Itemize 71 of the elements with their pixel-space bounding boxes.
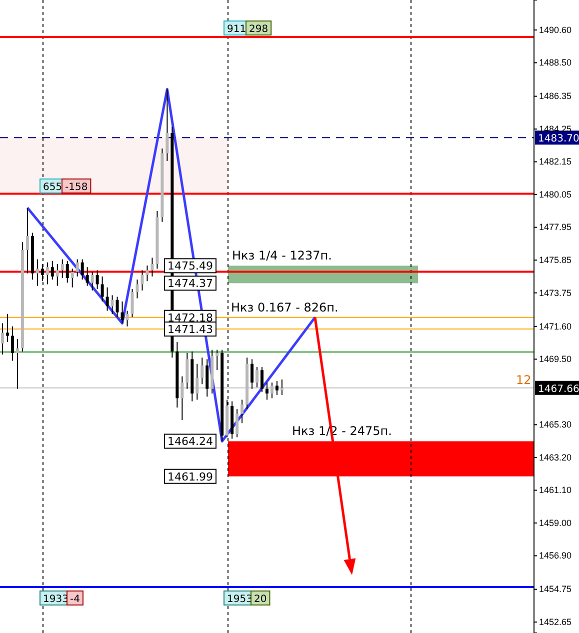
y-tick-label: 1486.35 xyxy=(539,91,572,102)
candlestick xyxy=(50,260,54,280)
annotation: 1474.37 xyxy=(168,277,213,290)
candlestick xyxy=(46,262,49,285)
y-tick-label: 1456.90 xyxy=(539,550,572,561)
ref-line-label: 1483.70 xyxy=(538,134,579,145)
candlestick xyxy=(166,88,169,162)
annotation: 655 xyxy=(43,182,62,193)
candlestick xyxy=(10,326,14,362)
annotation: -158 xyxy=(65,182,88,193)
ref-line-label: 1467.66 xyxy=(538,384,579,395)
candlestick xyxy=(266,382,268,400)
y-tick-label: 1471.60 xyxy=(539,321,572,332)
candlestick xyxy=(36,258,39,286)
candlestick xyxy=(136,279,139,299)
candlestick xyxy=(240,399,244,424)
annotation: Нкз 0.167 - 826п. xyxy=(231,300,338,314)
candlestick xyxy=(140,270,144,292)
annotation: 12 xyxy=(516,372,532,387)
candlestick xyxy=(56,263,59,286)
candlestick xyxy=(250,358,254,390)
annotation: -4 xyxy=(70,594,80,605)
band-label: Нкз 1/4 - 1237п. xyxy=(232,248,332,263)
candlestick xyxy=(275,380,278,396)
candlestick xyxy=(76,258,79,277)
candlestick xyxy=(26,207,29,274)
candlestick xyxy=(106,286,109,312)
annotation: 20 xyxy=(254,594,267,605)
y-tick-label: 1469.50 xyxy=(539,354,572,364)
y-tick-label: 1465.30 xyxy=(539,420,572,430)
candlestick xyxy=(86,266,89,286)
y-tick-label: 1475.85 xyxy=(539,254,572,265)
candlestick xyxy=(150,257,154,277)
candlestick xyxy=(6,313,9,343)
y-tick-label: 1463.20 xyxy=(539,452,572,462)
candlestick xyxy=(66,260,69,284)
y-tick-label: 1459.00 xyxy=(539,518,572,528)
candlestick xyxy=(120,300,124,324)
y-tick-label: 1480.05 xyxy=(539,189,572,200)
candlestick xyxy=(1,322,4,355)
y-tick-label: 1452.65 xyxy=(539,616,572,627)
candlestick xyxy=(40,263,44,282)
annotation: 1475.49 xyxy=(168,260,213,273)
candlestick xyxy=(60,258,64,279)
annotation: 1471.43 xyxy=(168,323,213,336)
candlestick xyxy=(260,366,264,392)
candlestick xyxy=(236,408,239,438)
candlestick xyxy=(100,276,104,302)
annotation: 911 xyxy=(227,24,246,35)
annotation: 1464.24 xyxy=(168,435,213,448)
candlestick xyxy=(126,310,129,327)
annotation: 298 xyxy=(249,24,268,35)
candlestick xyxy=(80,258,84,280)
y-tick-label: 1488.50 xyxy=(539,58,572,68)
y-tick-label: 1461.10 xyxy=(539,485,572,496)
y-tick-label: 1490.60 xyxy=(539,24,572,35)
candlestick xyxy=(110,294,114,314)
y-tick-label: 1477.95 xyxy=(539,222,572,232)
y-tick-label: 1482.15 xyxy=(539,156,572,167)
y-tick-label: 1454.75 xyxy=(539,584,572,594)
candlestick xyxy=(206,358,209,398)
candlestick xyxy=(96,270,99,290)
annotation: 1472.18 xyxy=(168,311,213,324)
candlestick xyxy=(70,268,74,288)
annotation: 1461.99 xyxy=(168,470,213,484)
y-tick-label: 1473.75 xyxy=(539,288,572,298)
candlestick xyxy=(116,296,119,318)
candlestick xyxy=(200,357,204,385)
candlestick xyxy=(90,271,94,292)
candlestick xyxy=(216,349,219,371)
candlestick xyxy=(146,265,149,282)
